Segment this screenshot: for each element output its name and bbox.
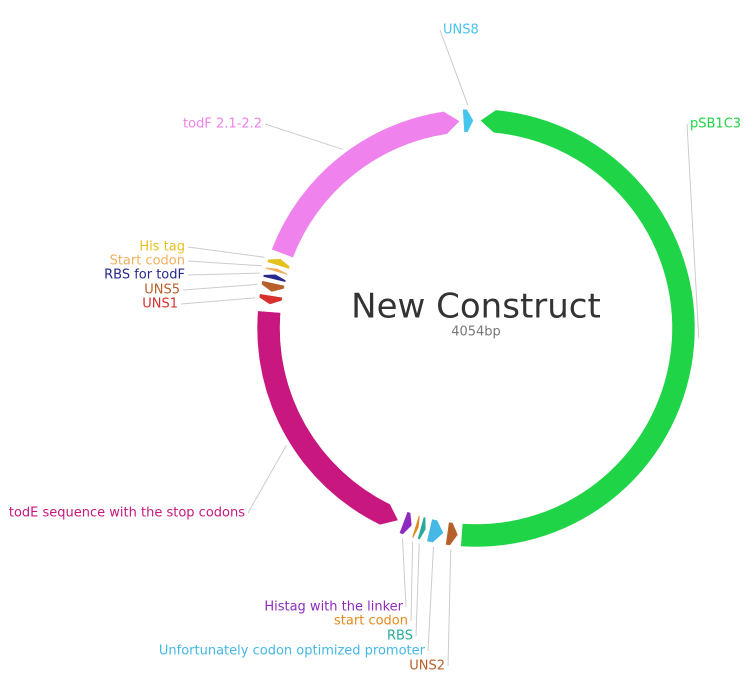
leader-line xyxy=(410,541,414,622)
feature-arc xyxy=(426,518,444,543)
feature-arc xyxy=(266,258,291,270)
feature-arc xyxy=(411,515,421,539)
feature-arc xyxy=(271,111,461,259)
feature-label: pSB1C3 xyxy=(690,117,741,132)
leader-line xyxy=(415,543,420,637)
feature-arc xyxy=(460,109,696,548)
feature-label: todF 2.1-2.2 xyxy=(183,117,262,132)
feature-arc xyxy=(262,274,287,283)
leader-line xyxy=(180,297,256,305)
feature-label: UNS8 xyxy=(443,23,479,38)
leader-line xyxy=(447,549,452,667)
feature-label: UNS5 xyxy=(144,283,180,298)
leader-line xyxy=(187,246,265,258)
feature-label: Start codon xyxy=(110,254,185,269)
feature-arc xyxy=(256,310,399,526)
leader-line xyxy=(182,283,258,291)
leader-line xyxy=(401,538,407,608)
feature-label: Histag with the linker xyxy=(264,600,403,615)
feature-arc xyxy=(258,293,283,305)
feature-label: start codon xyxy=(334,614,408,629)
feature-label: UNS1 xyxy=(142,297,178,312)
leader-line xyxy=(686,123,700,339)
feature-arc xyxy=(261,280,285,293)
feature-label: todE sequence with the stop codons xyxy=(9,506,245,521)
feature-arc xyxy=(445,521,459,546)
construct-length: 4054bp xyxy=(451,325,501,340)
leader-line xyxy=(427,546,434,652)
feature-arc xyxy=(264,266,288,276)
feature-arc xyxy=(398,511,413,535)
feature-label: RBS for todF xyxy=(104,268,185,283)
feature-arc xyxy=(462,108,474,133)
feature-arc xyxy=(417,516,427,540)
feature-label: RBS xyxy=(387,629,413,644)
feature-label: UNS2 xyxy=(409,659,445,674)
leader-line xyxy=(187,260,262,267)
feature-label: Unfortunately codon optimized promoter xyxy=(159,644,426,659)
construct-title: New Construct xyxy=(351,287,601,327)
feature-label: His tag xyxy=(139,240,185,255)
leader-line xyxy=(187,272,260,276)
leader-line xyxy=(264,123,343,150)
leader-line xyxy=(247,445,287,514)
leader-line xyxy=(439,29,469,106)
